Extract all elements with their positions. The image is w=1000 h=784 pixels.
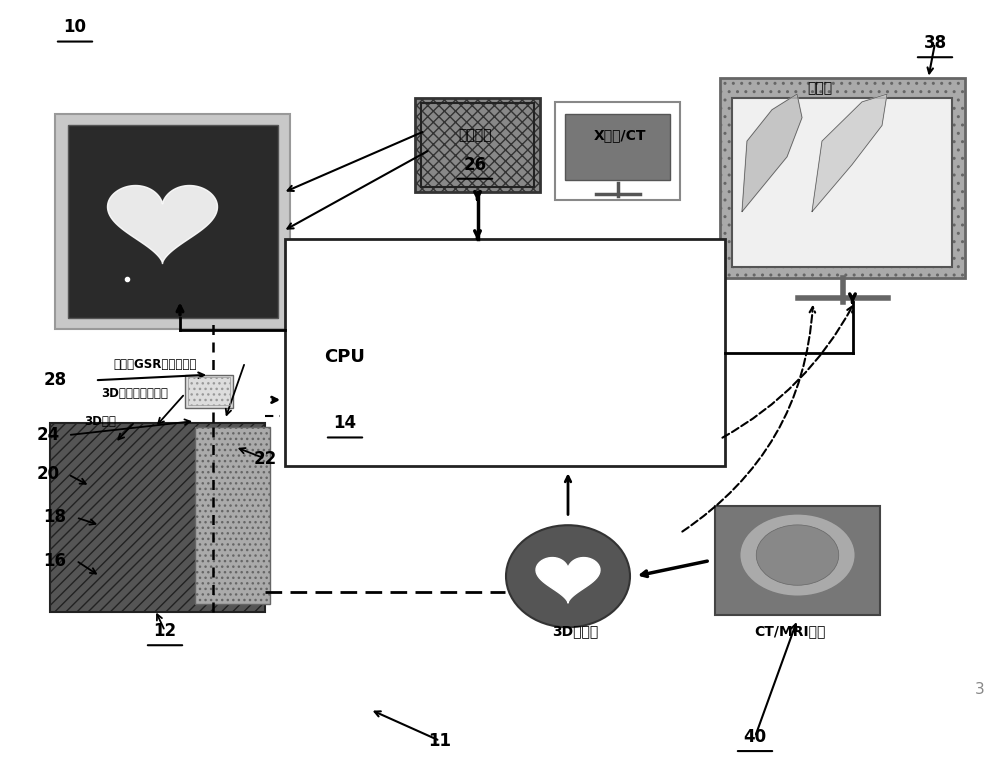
Text: 14: 14 — [333, 415, 357, 432]
Text: 嵌入式GSR传感器导管: 嵌入式GSR传感器导管 — [113, 358, 197, 371]
Text: CT/MRI数据: CT/MRI数据 — [754, 624, 826, 638]
Bar — [732, 98, 952, 267]
Text: 3D皮特斯拉传感器: 3D皮特斯拉传感器 — [102, 387, 168, 400]
Ellipse shape — [740, 514, 855, 596]
Bar — [185, 375, 233, 408]
Bar — [50, 423, 265, 612]
Text: 3: 3 — [975, 682, 985, 698]
Bar — [720, 78, 965, 278]
Text: CPU: CPU — [325, 348, 365, 365]
Ellipse shape — [756, 525, 839, 585]
Text: 24: 24 — [36, 426, 60, 444]
Bar — [188, 377, 230, 405]
Bar — [415, 98, 540, 192]
Bar — [715, 506, 880, 615]
Text: 20: 20 — [36, 466, 60, 483]
Text: 26: 26 — [463, 156, 487, 173]
Text: 10: 10 — [64, 19, 87, 36]
Bar — [55, 114, 290, 329]
Text: 22: 22 — [253, 450, 277, 467]
Polygon shape — [742, 94, 802, 212]
Text: 3D图数据: 3D图数据 — [552, 624, 598, 638]
Text: 磁传感器: 磁传感器 — [458, 128, 492, 142]
Bar — [555, 102, 680, 200]
Polygon shape — [108, 186, 217, 263]
Bar — [565, 114, 670, 180]
Text: 12: 12 — [153, 622, 177, 640]
Bar — [421, 103, 534, 187]
Bar — [68, 125, 278, 318]
Polygon shape — [536, 557, 600, 603]
Text: 16: 16 — [44, 552, 66, 569]
Bar — [195, 427, 270, 604]
Text: 40: 40 — [743, 728, 767, 746]
Bar — [285, 239, 725, 466]
Text: 18: 18 — [44, 509, 66, 526]
Ellipse shape — [506, 525, 630, 627]
Text: 38: 38 — [923, 34, 947, 52]
Text: 3D罗盘: 3D罗盘 — [84, 416, 116, 428]
Polygon shape — [812, 94, 887, 212]
Text: 28: 28 — [43, 372, 67, 389]
Text: X射线/CT: X射线/CT — [594, 128, 646, 142]
Text: 11: 11 — [428, 732, 452, 750]
Text: 监控器: 监控器 — [807, 81, 833, 95]
